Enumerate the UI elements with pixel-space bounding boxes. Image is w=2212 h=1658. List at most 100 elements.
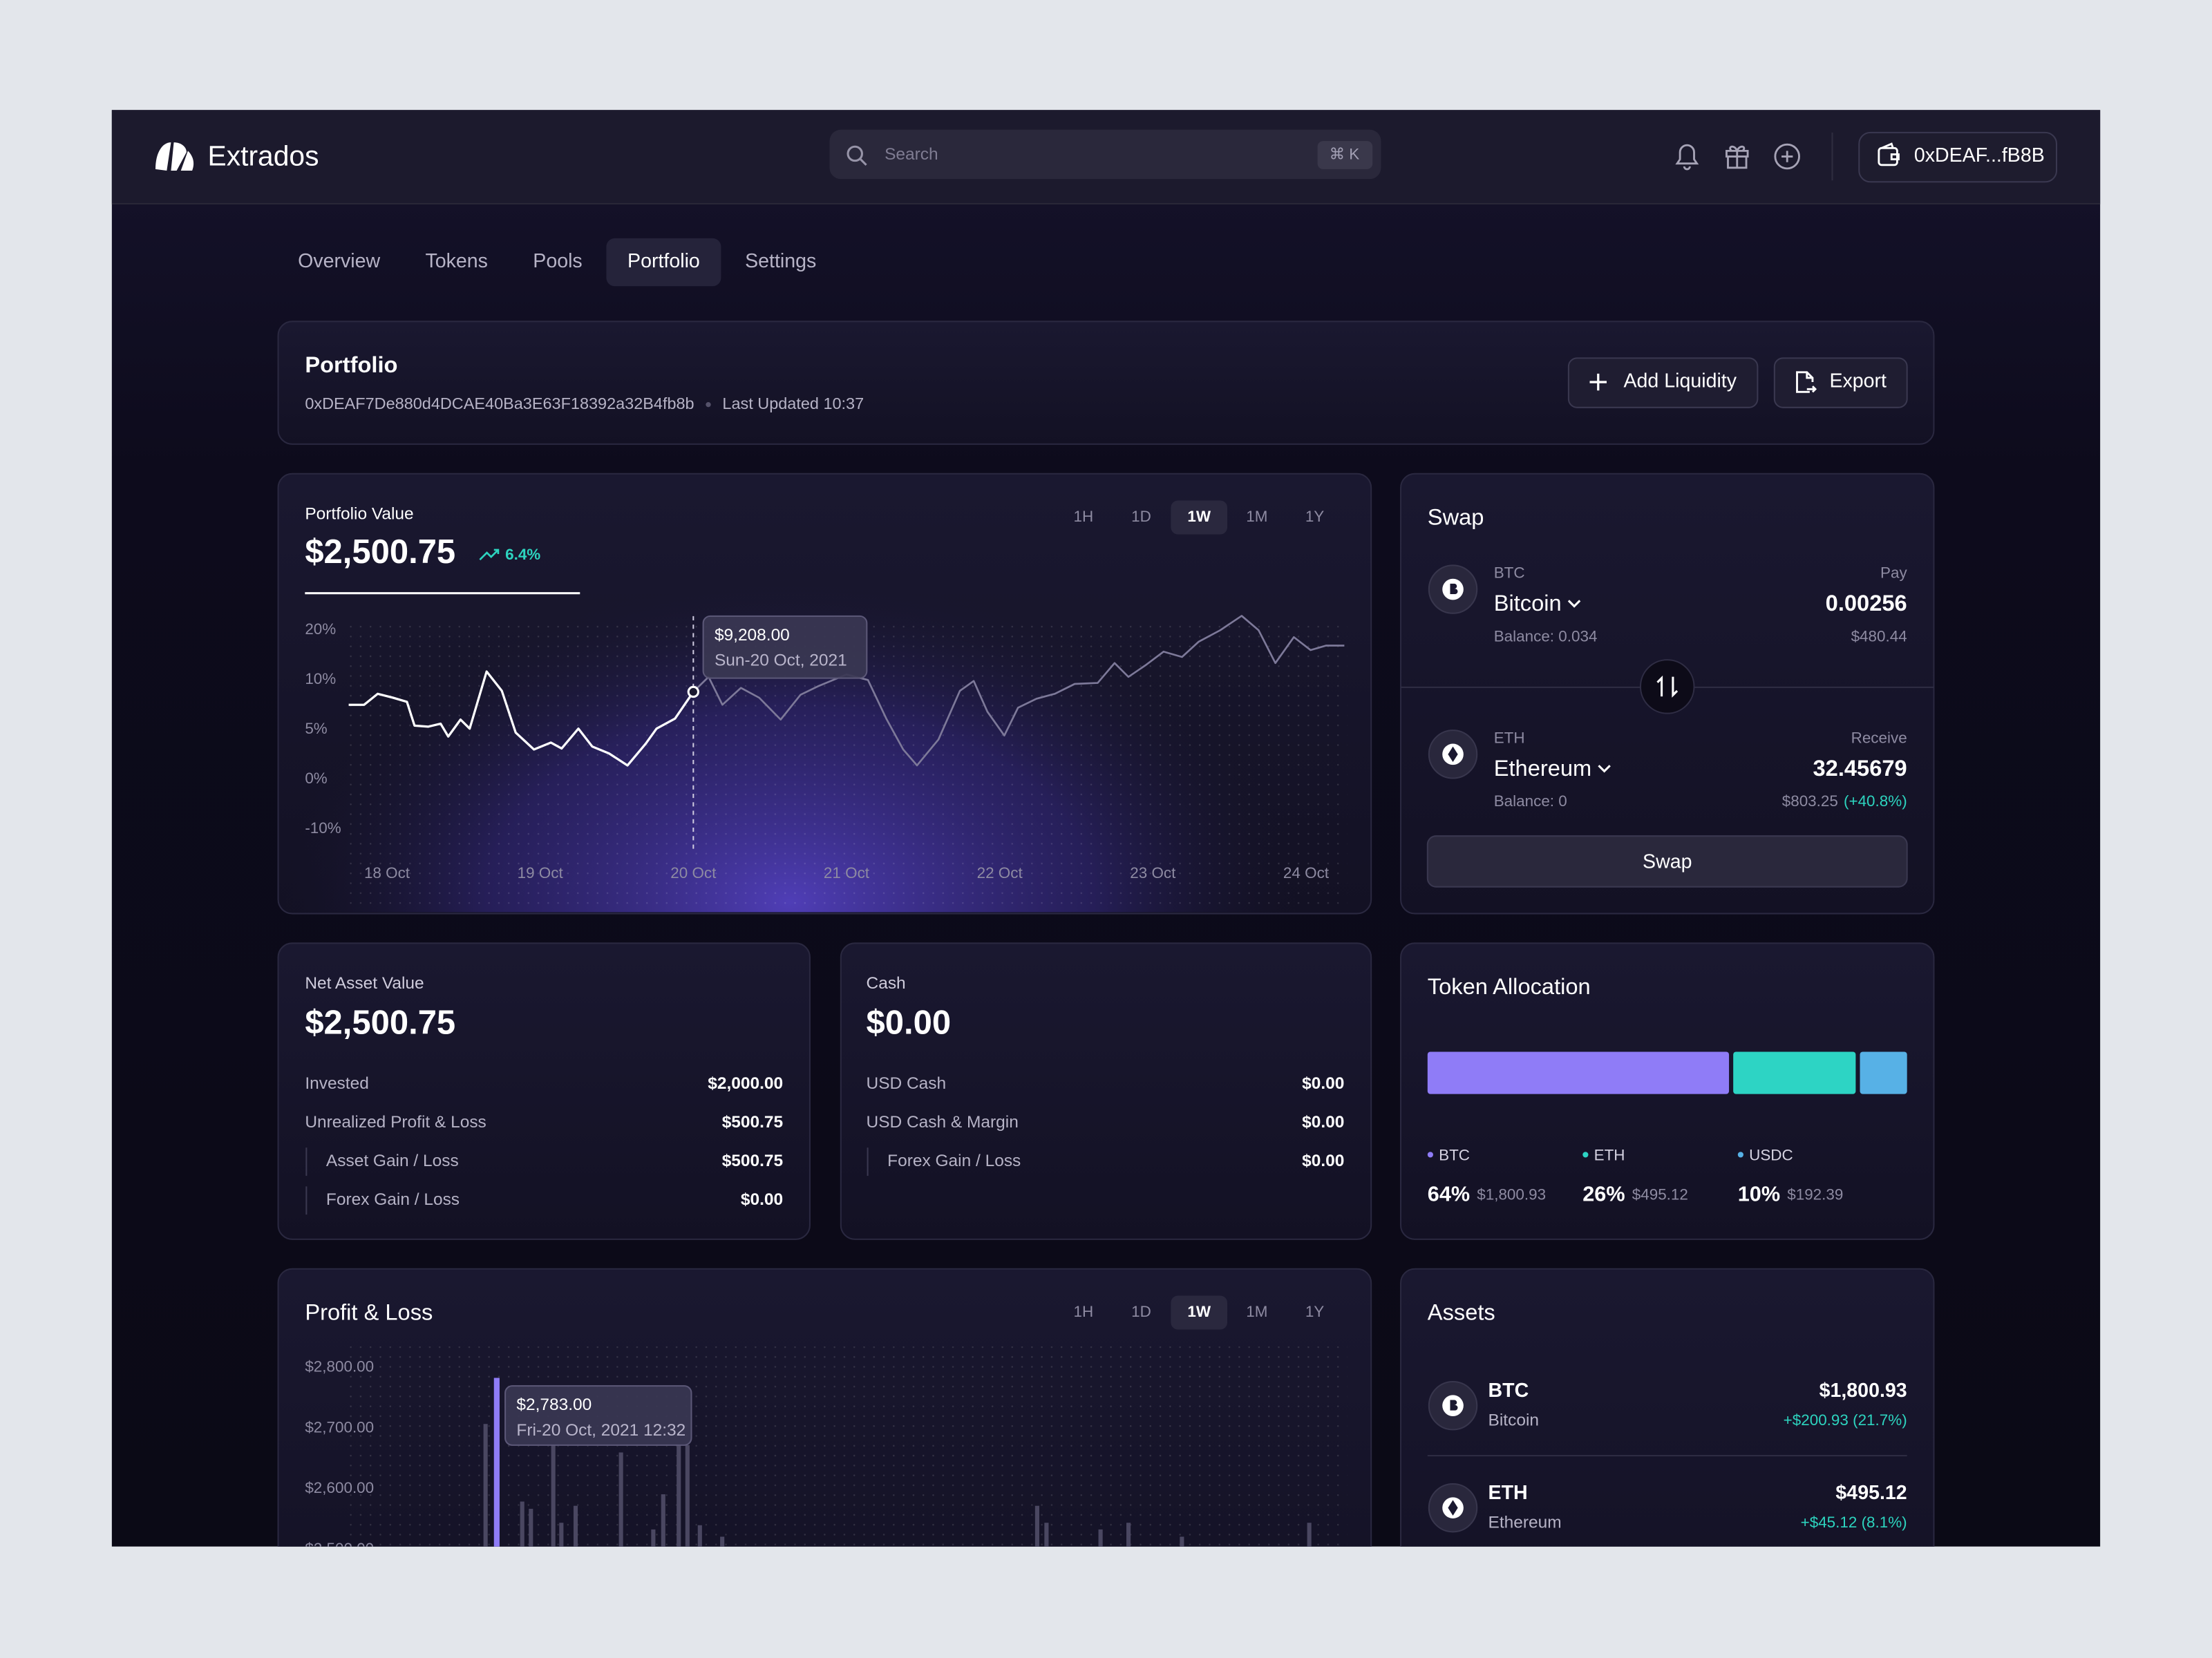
add-liquidity-button[interactable] — [1567, 357, 1759, 408]
tooltip-value: $9,208.00 — [715, 626, 790, 645]
swap-button[interactable] — [1426, 835, 1908, 888]
swap-usd: $480.44 — [1851, 627, 1907, 645]
action-label[interactable]: Add Liquidity — [1623, 370, 1737, 392]
row-label: Forex Gain / Loss — [887, 1152, 1021, 1170]
active-range-bg — [1171, 500, 1228, 535]
bar — [697, 1525, 702, 1547]
bar — [1180, 1536, 1184, 1547]
swap-amount: 32.45679 — [1813, 755, 1907, 781]
y-tick-label: 5% — [305, 720, 327, 737]
y-tick-label: $2,600.00 — [305, 1479, 374, 1496]
asset-change: +$200.93 (21.7%) — [1784, 1411, 1907, 1429]
x-tick-label: 20 Oct — [670, 864, 717, 882]
range-option[interactable]: 1M — [1246, 508, 1267, 525]
assets-card — [1400, 1268, 1935, 1547]
nav-tab[interactable]: Pools — [533, 250, 582, 272]
bar — [618, 1452, 623, 1547]
nav-tab[interactable]: Overview — [298, 250, 380, 272]
y-tick-label: $2,700.00 — [305, 1418, 374, 1436]
bar — [573, 1505, 578, 1547]
x-tick-label: 24 Oct — [1283, 864, 1330, 882]
range-option[interactable]: 1D — [1131, 508, 1151, 525]
tooltip-date: Fri-20 Oct, 2021 12:32 — [516, 1421, 686, 1440]
wallet-button[interactable] — [1858, 131, 2058, 183]
x-tick-label: 18 Oct — [364, 864, 410, 882]
shortcut-label: ⌘ K — [1330, 145, 1360, 162]
token-name[interactable]: Ethereum — [1494, 755, 1592, 781]
asset-name: Bitcoin — [1488, 1411, 1539, 1430]
range-option[interactable]: 1H — [1074, 1303, 1094, 1320]
tooltip — [702, 615, 868, 679]
nav-tab[interactable]: Portfolio — [627, 250, 700, 272]
tooltip — [504, 1385, 692, 1446]
bar — [685, 1445, 690, 1547]
bar — [1126, 1523, 1131, 1547]
range-option[interactable]: 1Y — [1305, 508, 1324, 525]
card-title: Swap — [1428, 504, 1484, 530]
token-balance: Balance: 0.034 — [1494, 627, 1598, 645]
swap-side: Pay — [1880, 564, 1907, 582]
bell-icon[interactable] — [1675, 144, 1699, 171]
range-option[interactable]: 1W — [1187, 1303, 1211, 1320]
plus-icon — [1589, 373, 1607, 391]
token-dropdown[interactable] — [1598, 765, 1611, 773]
allocation-amount: $495.12 — [1632, 1186, 1688, 1203]
wallet-full-address: 0xDEAF7De880d4DCAE40Ba3E63F18392a32B4fb8… — [305, 394, 694, 412]
token-symbol: BTC — [1494, 564, 1525, 582]
legend-dot — [1582, 1152, 1589, 1158]
shortcut-key — [1317, 141, 1373, 169]
wallet-icon — [1878, 142, 1900, 166]
y-tick-label: -10% — [305, 819, 341, 837]
active-range-bg — [1171, 1295, 1228, 1330]
swap-usd: $803.25 — [1782, 792, 1838, 810]
range-option[interactable]: 1W — [1187, 508, 1211, 525]
row-value: $500.75 — [722, 1113, 783, 1132]
legend-label: BTC — [1439, 1146, 1470, 1163]
header-card — [277, 321, 1935, 445]
gift-icon[interactable] — [1726, 145, 1749, 169]
legend-dot — [1427, 1152, 1433, 1158]
search-icon — [847, 145, 863, 162]
pnl-dots — [346, 1346, 1348, 1547]
allocation-percent: 64% — [1428, 1183, 1470, 1206]
range-option[interactable]: 1H — [1074, 508, 1094, 525]
card-title: Profit & Loss — [305, 1299, 433, 1325]
wallet-address[interactable]: 0xDEAF...fB8B — [1914, 144, 2045, 166]
brand: Extrados — [208, 140, 319, 171]
card-title: Token Allocation — [1428, 973, 1591, 999]
y-tick-label: 20% — [305, 620, 336, 638]
token-symbol: ETH — [1494, 729, 1525, 746]
token-dropdown[interactable] — [1567, 600, 1581, 608]
legend-dot — [1737, 1152, 1743, 1158]
nav-tab[interactable]: Settings — [745, 250, 816, 272]
asset-value: $1,800.93 — [1819, 1380, 1907, 1402]
highlight-bar — [493, 1378, 500, 1547]
bar — [677, 1445, 681, 1547]
swap-button-label[interactable]: Swap — [1643, 851, 1692, 873]
token-name[interactable]: Bitcoin — [1494, 590, 1562, 616]
y-tick-label: $2,800.00 — [305, 1358, 374, 1375]
x-tick-label: 21 Oct — [824, 864, 870, 882]
allocation-segment — [1860, 1051, 1907, 1094]
swap-change: (+40.8%) — [1844, 792, 1907, 810]
action-label[interactable]: Export — [1829, 370, 1887, 392]
nav-tab[interactable]: Tokens — [425, 250, 488, 272]
range-option[interactable]: 1Y — [1305, 1303, 1324, 1320]
bar — [1307, 1523, 1312, 1547]
range-option[interactable]: 1M — [1246, 1303, 1267, 1320]
export-icon — [1796, 371, 1817, 393]
bar — [483, 1424, 488, 1547]
bar — [1044, 1523, 1049, 1547]
token-glyph — [1450, 1400, 1458, 1411]
bar — [661, 1494, 665, 1547]
bar — [559, 1523, 564, 1547]
legend-label: USDC — [1749, 1146, 1793, 1163]
search-box[interactable] — [829, 129, 1381, 180]
swap-direction-button[interactable] — [1639, 659, 1695, 714]
add-icon[interactable] — [1774, 143, 1800, 170]
export-button[interactable] — [1773, 357, 1908, 408]
range-option[interactable]: 1D — [1131, 1303, 1151, 1320]
allocation-percent: 26% — [1582, 1183, 1625, 1206]
